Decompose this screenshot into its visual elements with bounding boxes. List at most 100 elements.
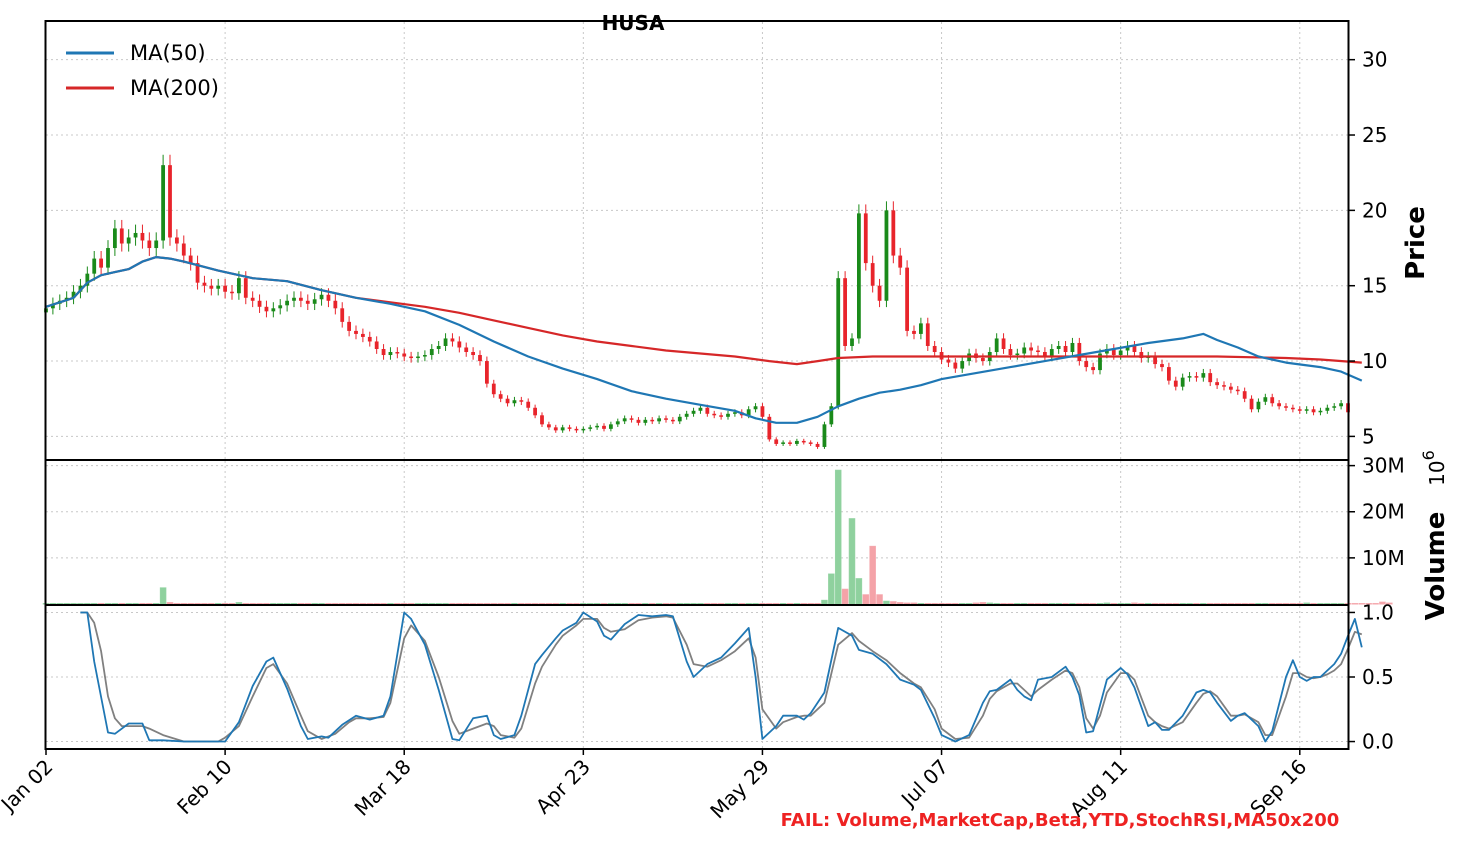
stoch-panel-frame (44, 604, 1350, 750)
candle-body (595, 425, 600, 428)
candle-body (691, 410, 696, 414)
volume-bar (676, 603, 684, 605)
volume-bar (559, 603, 566, 605)
candle-body (712, 413, 717, 416)
stoch-k-line (80, 611, 1363, 743)
volume-bar (828, 573, 835, 605)
volume-bar (1055, 603, 1062, 605)
volume-bar (1151, 603, 1159, 605)
volume-bar (435, 603, 442, 605)
volume-bar (366, 603, 374, 605)
ma200-line (45, 256, 1362, 366)
volume-bar (414, 603, 422, 605)
candle-body (443, 338, 448, 346)
volume-bar (1020, 603, 1028, 605)
candle-body (884, 210, 889, 301)
candle-body (1235, 389, 1240, 392)
volume-bar (779, 603, 787, 605)
candle-body (664, 418, 668, 420)
candle-body (147, 240, 152, 249)
volume-bar (84, 603, 91, 605)
volume-bar (332, 603, 339, 605)
volume-bar (214, 603, 222, 605)
volume-bar (759, 603, 766, 605)
candle-body (912, 330, 916, 334)
candle-body (533, 407, 538, 416)
volume-bar (1138, 603, 1145, 605)
volume-bar (1275, 603, 1283, 605)
candle-body (285, 300, 290, 306)
candle-body (195, 263, 200, 283)
x-tick-label: Jul 07 (895, 755, 953, 813)
candle-body (85, 273, 90, 286)
candle-body (367, 336, 372, 342)
candle-body (484, 361, 489, 384)
candle-body (767, 416, 772, 440)
candle-body (608, 424, 613, 429)
candle-body (1049, 348, 1054, 357)
candle-body (1125, 345, 1130, 351)
volume-bar (483, 603, 491, 605)
volume-bar (524, 603, 532, 605)
volume-bar (1103, 602, 1111, 605)
volume-bar (869, 545, 876, 605)
volume-bar (628, 603, 635, 605)
candle-body (1187, 376, 1192, 378)
volume-bar (986, 602, 994, 605)
candle-body (1290, 407, 1295, 410)
volume-bar (1158, 603, 1166, 605)
candle-body (278, 305, 283, 309)
volume-bar (1069, 603, 1076, 605)
candle-body (1063, 345, 1068, 353)
volume-tick-label: 10M (1362, 546, 1405, 570)
candle-body (677, 416, 682, 422)
volume-bar (1296, 603, 1304, 605)
volume-bar (1365, 603, 1372, 605)
candle-body (209, 285, 214, 289)
volume-bar (325, 603, 332, 605)
volume-bar (456, 603, 463, 605)
candle-body (918, 323, 923, 334)
volume-bar (132, 603, 139, 605)
volume-bar (1034, 603, 1042, 605)
candle-body (863, 213, 868, 264)
volume-bar (662, 603, 670, 605)
volume-bar (607, 603, 615, 605)
candle-body (602, 425, 606, 429)
candle-body (133, 232, 138, 238)
grid-layer (45, 22, 1348, 748)
candle-body (71, 291, 76, 298)
candle-body (298, 297, 303, 301)
volume-bar (166, 602, 174, 605)
price-tick-label: 25 (1362, 123, 1387, 147)
candle-body (657, 418, 662, 422)
candle-body (1304, 409, 1309, 411)
volume-bar (972, 602, 980, 605)
candle-body (1297, 409, 1302, 411)
volume-bar (931, 603, 938, 605)
volume-bar (1144, 603, 1152, 605)
candle-body (788, 442, 792, 444)
candle-body (1215, 382, 1220, 386)
volume-bar (201, 603, 208, 605)
candle-body (1166, 367, 1171, 381)
volume-bar (228, 603, 236, 605)
volume-bar (428, 603, 436, 605)
legend: MA(50) MA(200) (66, 41, 219, 100)
candle-body (202, 282, 207, 286)
x-tick-label: Feb 10 (172, 755, 237, 820)
candle-body (1318, 410, 1323, 413)
volume-bar (394, 603, 401, 605)
candle-body (698, 407, 703, 411)
candle-body (505, 398, 510, 404)
candle-body (932, 345, 937, 353)
volume-bar (669, 603, 677, 605)
candle-body (99, 258, 104, 268)
candle-body (264, 306, 269, 312)
volume-bar (1062, 603, 1069, 605)
candle-body (808, 442, 813, 444)
legend-ma200-label: MA(200) (130, 76, 219, 100)
volume-bar (924, 603, 932, 605)
volume-bar (917, 603, 925, 605)
volume-bar (538, 603, 546, 605)
